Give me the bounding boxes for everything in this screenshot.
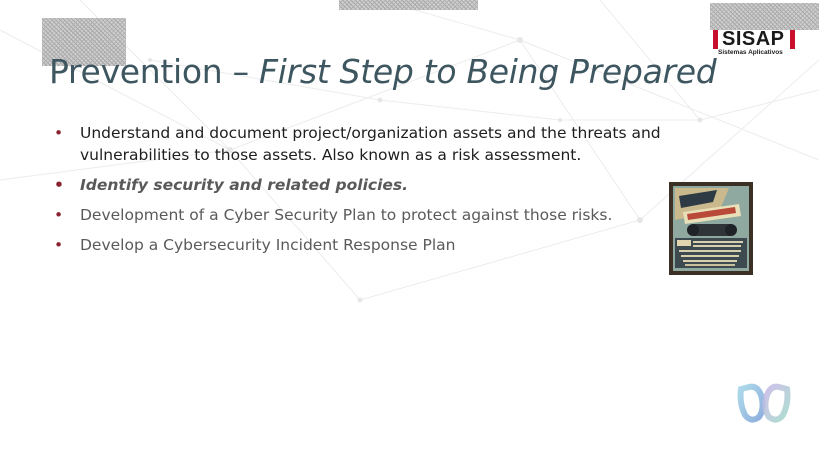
bullet-marker: • [54,176,64,194]
interlocking-rings-logo-icon [737,383,791,423]
hatched-placeholder-block [339,0,478,10]
bullet-text: Develop a Cybersecurity Incident Respons… [80,236,456,254]
hatched-placeholder-block [710,3,819,30]
slide-title: Prevention – First Step to Being Prepare… [49,52,717,91]
bullet-item: • Identify security and related policies… [54,174,714,196]
bullet-item: • Development of a Cyber Security Plan t… [54,204,714,226]
slide-title-italic: First Step to Being Prepared [259,52,717,91]
bullet-text: Understand and document project/organiza… [80,124,661,164]
binoculars-poster-image [669,182,753,275]
hatched-placeholder-block [42,18,126,66]
poster-artwork [669,182,753,275]
bullet-marker: • [54,206,64,224]
slide-title-plain: Prevention – [49,52,260,91]
logo-accent-bar [713,30,718,49]
bullet-marker: • [54,236,64,254]
bullet-list: • Understand and document project/organi… [54,122,714,264]
logo-tagline: Sistemas Aplicativos [718,49,783,56]
bullet-item: • Understand and document project/organi… [54,122,714,166]
bullet-text: Development of a Cyber Security Plan to … [80,206,613,224]
logo-wordmark: SISAP [722,28,785,50]
bullet-text: Identify security and related policies. [80,176,409,194]
sisap-logo: SISAP Sistemas Aplicativos [710,28,815,60]
logo-accent-bar [790,30,795,49]
bullet-marker: • [54,124,64,142]
bullet-item: • Develop a Cybersecurity Incident Respo… [54,234,714,256]
